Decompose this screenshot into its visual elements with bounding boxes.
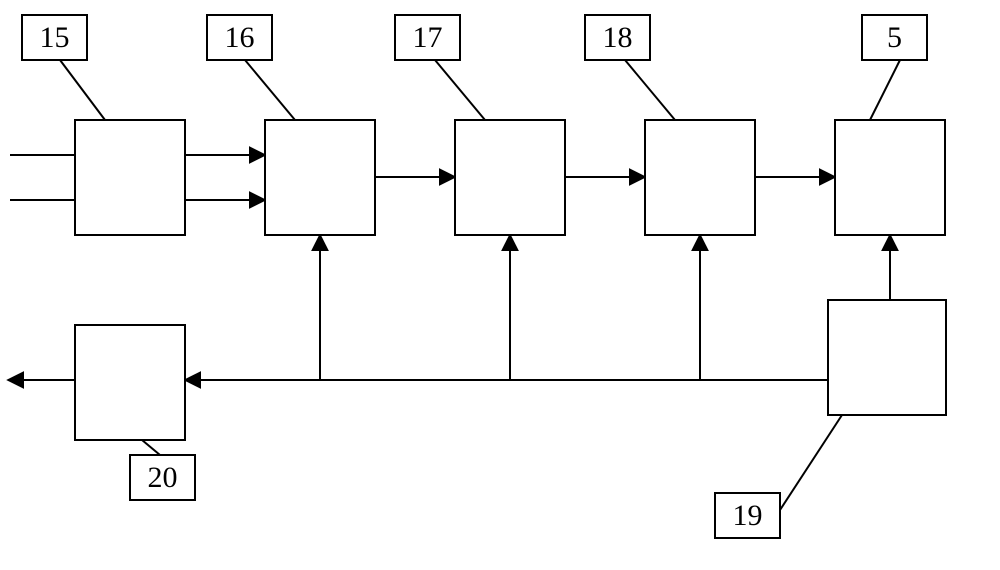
leader-l15 xyxy=(60,60,105,120)
label-text-l15: 15 xyxy=(40,21,70,54)
label-text-l5: 5 xyxy=(887,21,902,54)
node-b18 xyxy=(645,120,755,235)
node-b20 xyxy=(75,325,185,440)
leader-l20 xyxy=(142,440,160,455)
node-b19 xyxy=(828,300,946,415)
leader-l5 xyxy=(870,60,900,120)
leader-l18 xyxy=(625,60,675,120)
node-b15 xyxy=(75,120,185,235)
leader-l17 xyxy=(435,60,485,120)
node-b16 xyxy=(265,120,375,235)
label-text-l17: 17 xyxy=(413,21,443,54)
leader-l16 xyxy=(245,60,295,120)
label-text-l19: 19 xyxy=(733,499,763,532)
node-b5 xyxy=(835,120,945,235)
node-b17 xyxy=(455,120,565,235)
label-text-l18: 18 xyxy=(603,21,633,54)
label-text-l20: 20 xyxy=(148,461,178,494)
leader-l19 xyxy=(780,415,842,510)
label-text-l16: 16 xyxy=(225,21,255,54)
